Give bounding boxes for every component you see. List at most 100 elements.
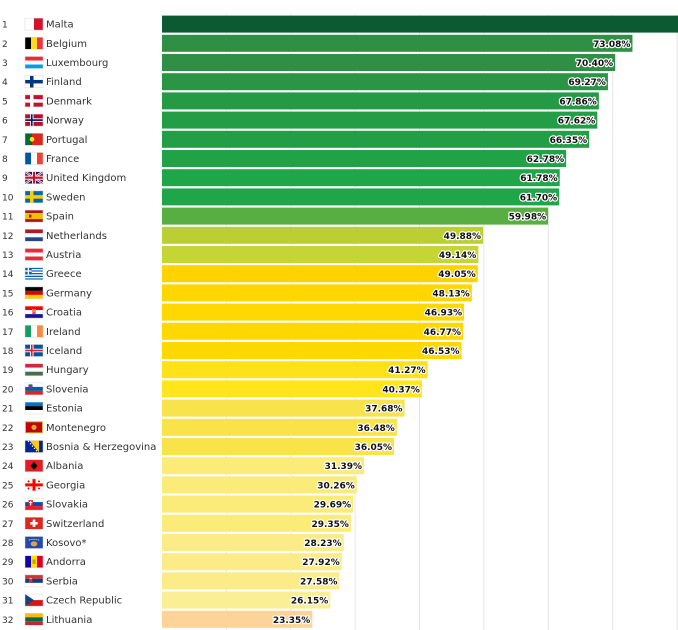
country-label: United Kingdom	[46, 173, 126, 184]
serbia-flag-icon	[24, 574, 44, 588]
country-label: Andorra	[46, 557, 86, 568]
rank-number: 25	[2, 481, 13, 491]
rank-number: 29	[2, 558, 14, 568]
country-label: Greece	[46, 269, 82, 280]
bar	[162, 34, 633, 52]
country-label: Switzerland	[46, 519, 104, 530]
iceland-flag-icon	[24, 344, 44, 357]
bar	[162, 380, 422, 398]
value-label: 27.58%	[300, 577, 338, 587]
chart-row: 28 Kosovo* 28.23%	[2, 536, 343, 550]
value-label: 31.39%	[325, 462, 363, 472]
chart-row: 7 Portugal 66.35%	[2, 133, 588, 147]
value-label: 36.05%	[355, 443, 393, 453]
value-label: 61.78%	[520, 174, 558, 184]
country-label: Czech Republic	[46, 596, 122, 607]
austria-flag-icon	[24, 248, 44, 261]
value-label: 59.98%	[509, 213, 547, 223]
value-label: 46.77%	[424, 328, 462, 338]
country-label: Slovakia	[46, 500, 88, 511]
chart-row: 15 Germany 48.13%	[2, 286, 471, 301]
chart-row: 13 Austria 49.14%	[2, 248, 478, 262]
rank-number: 27	[2, 520, 13, 530]
bar	[162, 130, 590, 148]
country-label: Austria	[46, 250, 81, 261]
country-label: Finland	[46, 77, 82, 88]
value-label: 46.53%	[422, 347, 460, 357]
value-label: 37.68%	[365, 405, 403, 415]
rank-number: 30	[2, 577, 14, 587]
bar	[162, 169, 560, 187]
netherlands-flag-icon	[24, 229, 44, 242]
kosovo-flag-icon	[24, 536, 44, 549]
bar	[162, 15, 678, 33]
bar	[162, 73, 608, 91]
germany-flag-icon	[24, 286, 44, 300]
chart-row: 21 Estonia 37.68%	[2, 401, 404, 416]
rows: 1 Malta 2 Belgium 73.08% 3 Luxembourg 70.40% 4 Fi…	[2, 17, 632, 627]
bar	[162, 303, 465, 321]
rank-number: 32	[2, 616, 13, 626]
rank-number: 16	[2, 309, 14, 319]
bar	[162, 246, 479, 263]
country-label: Sweden	[46, 192, 86, 203]
chart-row: 18 Iceland 46.53%	[2, 344, 461, 358]
value-label: 29.69%	[314, 501, 352, 511]
montenegro-flag-icon	[24, 421, 44, 434]
chart-row: 30 Serbia 27.58%	[2, 574, 339, 589]
chart-row: 10 Sweden 61.70%	[2, 190, 558, 205]
chart-row: 14 Greece 49.05%	[2, 267, 477, 281]
value-label: 23.35%	[273, 616, 311, 626]
rank-number: 2	[2, 40, 8, 50]
andorra-flag-icon	[24, 555, 44, 568]
value-label: 40.37%	[382, 385, 420, 395]
rank-number: 4	[2, 78, 8, 88]
rank-number: 1	[2, 21, 8, 31]
switzerland-flag-icon	[24, 517, 44, 530]
country-label: Kosovo*	[46, 538, 87, 549]
bosnia-herzegovina-flag-icon	[24, 440, 44, 453]
chart-row: 5 Denmark 67.86%	[2, 94, 598, 109]
country-label: Malta	[46, 20, 74, 31]
value-label: 29.35%	[311, 520, 349, 530]
rank-number: 20	[2, 385, 14, 395]
rank-number: 21	[2, 405, 13, 415]
value-label: 73.08%	[593, 40, 631, 50]
chart-row: 4 Finland 69.27%	[2, 75, 607, 89]
value-label: 41.27%	[388, 366, 426, 376]
bar	[162, 399, 405, 417]
estonia-flag-icon	[24, 401, 44, 415]
denmark-flag-icon	[24, 94, 44, 108]
hungary-flag-icon	[24, 363, 44, 376]
france-flag-icon	[24, 152, 44, 165]
malta-flag-icon	[24, 17, 44, 31]
rank-number: 26	[2, 501, 14, 511]
rank-number: 3	[2, 59, 8, 69]
chart-row: 27 Switzerland 29.35%	[2, 517, 350, 531]
bars	[162, 15, 678, 628]
rank-number: 6	[2, 117, 8, 127]
united-kingdom-flag-icon	[24, 170, 44, 185]
bar	[162, 54, 616, 71]
rank-number: 14	[2, 270, 14, 280]
country-label: Luxembourg	[46, 58, 108, 69]
rank-number: 28	[2, 539, 14, 549]
value-label: 66.35%	[550, 136, 588, 146]
lithuania-flag-icon	[24, 613, 44, 626]
value-label: 67.86%	[559, 97, 597, 107]
chart-row: 9 United Kingdom 61.78%	[2, 170, 559, 185]
country-label: Germany	[46, 288, 92, 299]
value-label: 46.93%	[425, 309, 463, 319]
country-label: Denmark	[46, 96, 92, 107]
chart-row: 26 Slovakia 29.69%	[2, 497, 352, 512]
chart-row: 22 Montenegro 36.48%	[2, 421, 396, 435]
value-label: 69.27%	[568, 78, 606, 88]
country-label: France	[46, 154, 79, 165]
value-label: 61.70%	[520, 193, 558, 203]
bar	[162, 322, 464, 340]
country-label: Iceland	[46, 346, 82, 357]
value-label: 27.92%	[302, 558, 340, 568]
country-label: Georgia	[46, 480, 85, 491]
country-label: Lithuania	[46, 615, 92, 626]
rank-number: 11	[2, 213, 13, 223]
